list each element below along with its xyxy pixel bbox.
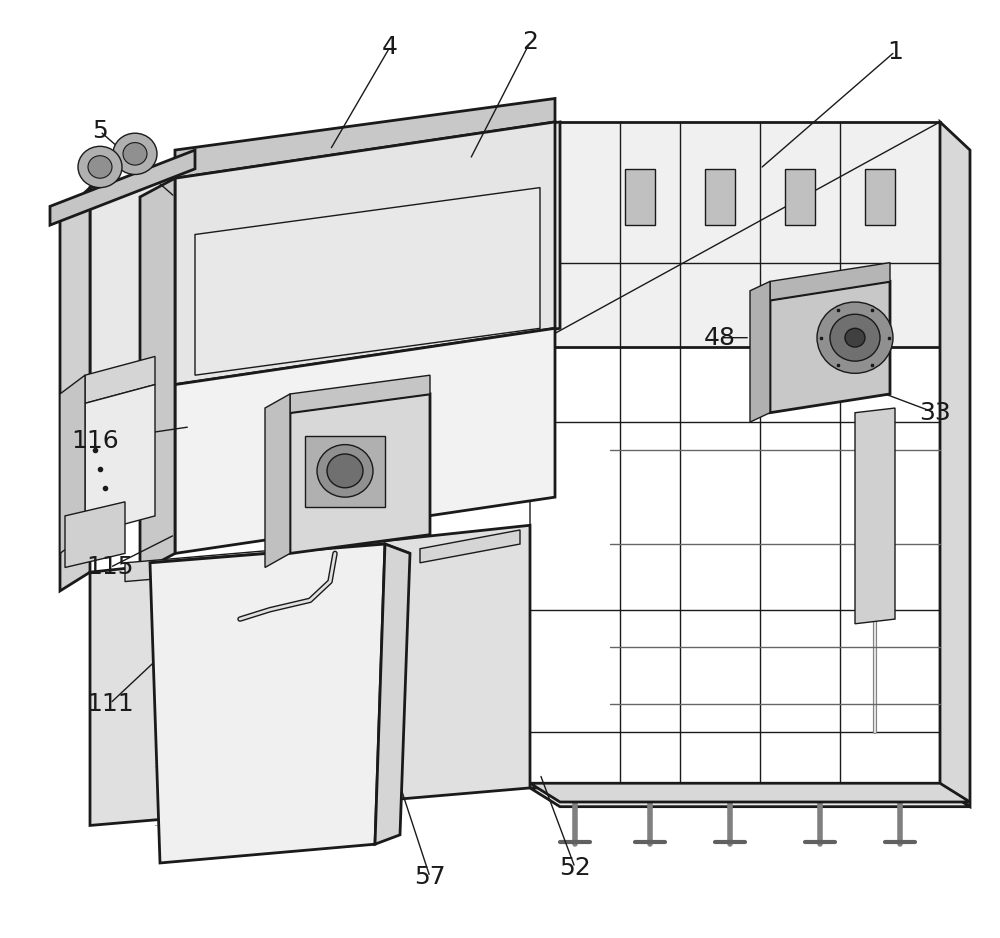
Polygon shape xyxy=(530,788,970,807)
Text: 33: 33 xyxy=(919,401,951,425)
Circle shape xyxy=(113,133,157,174)
Polygon shape xyxy=(195,188,540,375)
Polygon shape xyxy=(150,544,385,863)
Bar xyxy=(705,169,735,225)
Text: 57: 57 xyxy=(414,865,446,889)
Text: 5: 5 xyxy=(92,119,108,144)
Polygon shape xyxy=(60,188,90,591)
Circle shape xyxy=(317,445,373,497)
Text: 1: 1 xyxy=(887,39,903,64)
Polygon shape xyxy=(530,122,940,347)
Polygon shape xyxy=(175,122,555,385)
Text: 4: 4 xyxy=(382,35,398,59)
Polygon shape xyxy=(50,150,195,225)
Polygon shape xyxy=(60,375,85,553)
Polygon shape xyxy=(140,178,175,572)
Polygon shape xyxy=(375,544,410,844)
Circle shape xyxy=(817,302,893,373)
Circle shape xyxy=(845,328,865,347)
Polygon shape xyxy=(750,281,770,422)
Text: 2: 2 xyxy=(522,30,538,54)
Circle shape xyxy=(830,314,880,361)
Circle shape xyxy=(78,146,122,188)
Text: 52: 52 xyxy=(559,855,591,880)
Bar xyxy=(625,169,655,225)
Polygon shape xyxy=(175,328,555,553)
Circle shape xyxy=(123,143,147,165)
Polygon shape xyxy=(420,530,520,563)
Polygon shape xyxy=(265,394,290,567)
Polygon shape xyxy=(855,408,895,624)
Circle shape xyxy=(327,454,363,488)
Text: 111: 111 xyxy=(86,691,134,716)
Bar xyxy=(305,436,385,507)
Polygon shape xyxy=(175,98,555,178)
Polygon shape xyxy=(290,394,430,553)
Polygon shape xyxy=(85,356,155,403)
Polygon shape xyxy=(770,281,890,413)
Polygon shape xyxy=(530,783,970,802)
Text: 48: 48 xyxy=(704,325,736,350)
Polygon shape xyxy=(90,525,530,825)
Polygon shape xyxy=(770,263,890,300)
Polygon shape xyxy=(150,544,410,567)
Circle shape xyxy=(88,156,112,178)
Text: 116: 116 xyxy=(71,429,119,453)
Bar xyxy=(865,169,895,225)
Bar xyxy=(785,169,815,225)
Polygon shape xyxy=(125,549,290,582)
Polygon shape xyxy=(155,555,265,704)
Polygon shape xyxy=(940,122,970,807)
Polygon shape xyxy=(290,375,430,413)
Polygon shape xyxy=(85,385,155,535)
Text: 115: 115 xyxy=(86,555,134,580)
Polygon shape xyxy=(90,122,560,403)
Polygon shape xyxy=(65,502,125,567)
